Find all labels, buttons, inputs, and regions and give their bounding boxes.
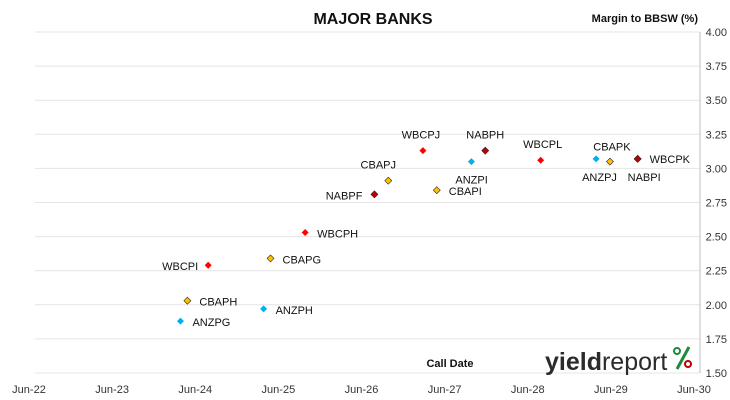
y-tick-label: 2.25 bbox=[706, 266, 727, 278]
data-point-wbcpk bbox=[633, 154, 642, 163]
point-label-cbaph: CBAPH bbox=[199, 297, 237, 309]
point-label-wbcpl: WBCPL bbox=[523, 139, 562, 151]
point-label-wbcpi: WBCPI bbox=[162, 261, 198, 273]
point-label-anzpg: ANZPG bbox=[192, 317, 230, 329]
point-label-wbcpk: WBCPK bbox=[650, 154, 691, 166]
y-tick-label: 3.75 bbox=[706, 61, 727, 73]
y-tick-label: 2.50 bbox=[706, 232, 727, 244]
x-axis-ticks: Jun-22 Jun-23 Jun-24 Jun-25 Jun-26 Jun-27 Jun-… bbox=[12, 384, 711, 396]
data-point-cbapj bbox=[384, 176, 393, 185]
grid-lines bbox=[35, 31, 701, 374]
data-point-cbapi bbox=[432, 186, 441, 195]
data-point-cbapk bbox=[606, 157, 614, 166]
y-tick-label: 1.50 bbox=[706, 368, 727, 380]
data-points bbox=[176, 146, 642, 325]
x-tick-label: Jun-26 bbox=[345, 384, 379, 396]
data-point-nabpf bbox=[370, 190, 379, 199]
x-tick-label: Jun-24 bbox=[178, 384, 212, 396]
data-point-wbcpj bbox=[419, 147, 427, 155]
point-label-nabpi: NABPI bbox=[628, 172, 661, 184]
logo-word-yield: yield bbox=[545, 348, 602, 376]
point-labels: ANZPG ANZPH ANZPI ANZPJ WBCPI WBCPH WBCPJ WBCPL… bbox=[162, 130, 691, 330]
data-point-cbaph bbox=[183, 296, 192, 305]
data-point-wbcph bbox=[301, 229, 309, 237]
x-tick-label: Jun-28 bbox=[511, 384, 545, 396]
x-tick-label: Jun-27 bbox=[428, 384, 462, 396]
x-tick-label: Jun-22 bbox=[12, 384, 46, 396]
data-point-wbcpl bbox=[537, 156, 545, 164]
y-tick-label: 2.75 bbox=[706, 198, 727, 210]
x-tick-label: Jun-29 bbox=[594, 384, 628, 396]
point-label-anzpi: ANZPI bbox=[455, 175, 487, 187]
yieldreport-logo: yieldreport bbox=[545, 346, 692, 376]
svg-text:yieldreport: yieldreport bbox=[545, 348, 667, 376]
logo-word-report: report bbox=[602, 348, 667, 376]
point-label-cbapi: CBAPI bbox=[449, 186, 482, 198]
chart-title: MAJOR BANKS bbox=[313, 11, 432, 28]
point-label-anzph: ANZPH bbox=[276, 305, 313, 317]
x-tick-label: Jun-30 bbox=[677, 384, 711, 396]
y-tick-label: 4.00 bbox=[706, 27, 727, 39]
y-axis-ticks: 4.00 3.75 3.50 3.25 3.00 2.75 2.50 2.25 2.00 1.75… bbox=[706, 27, 727, 380]
x-tick-label: Jun-23 bbox=[95, 384, 129, 396]
point-label-cbapj: CBAPJ bbox=[361, 160, 396, 172]
y-tick-label: 1.75 bbox=[706, 334, 727, 346]
point-label-cbapg: CBAPG bbox=[283, 254, 322, 266]
point-label-cbapk: CBAPK bbox=[593, 142, 631, 154]
x-tick-label: Jun-25 bbox=[262, 384, 296, 396]
y-axis-label: Margin to BBSW (%) bbox=[592, 13, 699, 25]
data-point-anzpj bbox=[592, 155, 600, 163]
x-axis-label: Call Date bbox=[426, 358, 473, 370]
data-point-anzpg bbox=[176, 317, 184, 325]
y-tick-label: 3.50 bbox=[706, 95, 727, 107]
data-point-anzpi bbox=[467, 158, 475, 166]
y-tick-label: 3.00 bbox=[706, 163, 727, 175]
data-point-wbcpi bbox=[204, 261, 212, 269]
point-label-wbcpj: WBCPJ bbox=[402, 130, 441, 142]
percent-logo-icon bbox=[673, 346, 692, 370]
data-point-nabph bbox=[481, 146, 490, 155]
point-label-nabpf: NABPF bbox=[326, 190, 363, 202]
point-label-anzpj: ANZPJ bbox=[582, 172, 617, 184]
y-tick-label: 3.25 bbox=[706, 129, 727, 141]
point-label-nabph: NABPH bbox=[466, 130, 504, 142]
data-point-cbapg bbox=[266, 254, 275, 263]
point-label-wbcph: WBCPH bbox=[317, 229, 358, 241]
y-tick-label: 2.00 bbox=[706, 300, 727, 312]
data-point-anzph bbox=[260, 305, 268, 313]
